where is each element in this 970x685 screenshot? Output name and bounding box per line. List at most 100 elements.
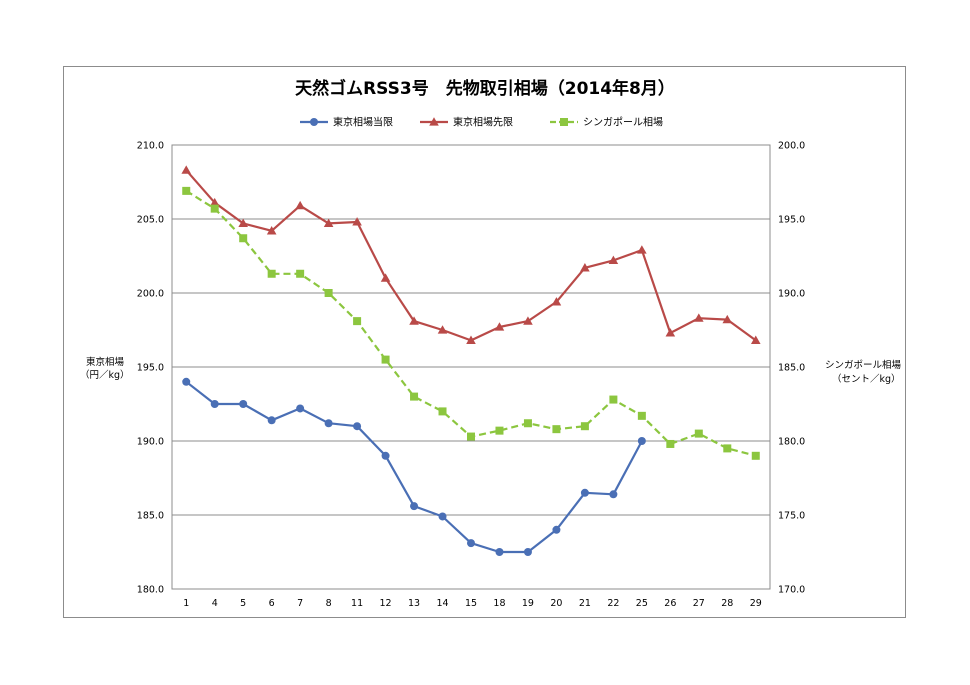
y-axis-left-ticks: 210.0 205.0 200.0 195.0 190.0 185.0 180.0 [137, 141, 164, 596]
legend-label: 東京相場当限 [333, 116, 393, 129]
x-tick-label: 15 [465, 598, 477, 609]
data-point [181, 165, 192, 174]
data-point [323, 218, 334, 228]
y-tick-left: 205.0 [137, 215, 164, 226]
data-point [495, 426, 504, 435]
x-tick-label: 29 [750, 598, 762, 609]
y-tick-right: 200.0 [778, 141, 805, 152]
data-point [552, 525, 561, 534]
data-point [523, 316, 533, 325]
y-tick-right: 190.0 [778, 289, 805, 300]
data-point [295, 200, 305, 210]
data-point [751, 451, 760, 460]
series-0 [182, 377, 646, 556]
y-tick-right: 180.0 [778, 437, 805, 448]
y-tick-right: 175.0 [778, 511, 805, 522]
data-point [429, 117, 439, 126]
data-point [324, 289, 333, 297]
y-tick-right: 185.0 [778, 363, 805, 374]
series-2 [182, 186, 760, 460]
series-line [185, 380, 643, 554]
data-point [551, 297, 562, 306]
series-1 [181, 165, 761, 344]
data-point [723, 444, 732, 453]
data-point [580, 263, 590, 272]
x-tick-label: 11 [351, 598, 363, 609]
data-point [560, 118, 568, 126]
data-point [523, 548, 532, 556]
data-point [352, 217, 362, 226]
x-tick-label: 13 [408, 598, 420, 609]
gridlines [172, 218, 770, 516]
data-point [666, 439, 675, 448]
data-point [182, 186, 191, 195]
series-line [185, 169, 757, 342]
x-tick-label: 22 [607, 598, 619, 609]
x-tick-label: 4 [212, 598, 218, 609]
data-point [750, 335, 761, 344]
data-point [310, 118, 318, 126]
data-point [182, 377, 191, 386]
plot-border [171, 144, 771, 590]
data-point [609, 490, 618, 499]
data-point [722, 314, 733, 324]
x-tick-label: 25 [636, 598, 648, 609]
data-point [637, 437, 646, 445]
data-point [637, 245, 647, 254]
legend-label: シンガポール相場 [583, 116, 663, 129]
data-point [353, 317, 362, 326]
y-tick-left: 180.0 [137, 585, 164, 596]
data-point [438, 512, 447, 521]
x-tick-label: 27 [693, 598, 705, 609]
x-tick-label: 8 [326, 598, 332, 609]
x-tick-label: 26 [664, 598, 676, 609]
legend: 東京相場当限 東京相場先限 シンガポール相場 [300, 116, 663, 129]
legend-label: 東京相場先限 [453, 116, 513, 129]
y-axis-left-title-line1: 東京相場 [86, 356, 125, 368]
data-point [580, 422, 589, 431]
data-point [267, 269, 276, 278]
data-point [238, 218, 248, 228]
x-tick-label: 18 [493, 598, 505, 609]
y-axis-right-ticks: 200.0 195.0 190.0 185.0 180.0 175.0 170.0 [778, 141, 805, 596]
data-point [495, 548, 504, 556]
y-tick-right: 170.0 [778, 585, 805, 596]
data-point [239, 400, 248, 408]
data-point [380, 273, 391, 282]
legend-item: 東京相場先限 [420, 116, 513, 129]
data-point [637, 411, 646, 420]
y-tick-left: 210.0 [137, 141, 164, 152]
data-point [523, 419, 532, 428]
legend-item: シンガポール相場 [550, 116, 663, 129]
chart-frame [63, 66, 906, 618]
x-tick-label: 5 [240, 598, 246, 609]
data-point [266, 226, 277, 235]
data-point [466, 335, 476, 344]
y-tick-left: 185.0 [137, 511, 164, 522]
y-tick-left: 190.0 [137, 437, 164, 448]
data-point [409, 316, 419, 325]
data-point [609, 395, 618, 404]
data-point [210, 400, 219, 408]
x-tick-label: 6 [269, 598, 275, 609]
y-tick-left: 200.0 [137, 289, 164, 300]
data-point [467, 432, 475, 441]
y-axis-right-title-line2: （セント／kg） [832, 373, 901, 385]
data-point [324, 419, 333, 428]
data-point [381, 451, 390, 460]
data-point [694, 429, 703, 438]
data-point [210, 204, 219, 213]
data-point [410, 502, 419, 511]
x-tick-label: 21 [579, 598, 591, 609]
data-point [494, 322, 505, 331]
y-tick-right: 195.0 [778, 215, 805, 226]
data-point [296, 269, 305, 278]
data-point [552, 425, 561, 434]
data-point [694, 313, 704, 322]
plot-area [171, 144, 771, 590]
chart-title: 天然ゴムRSS3号 先物取引相場（2014年8月） [295, 78, 675, 99]
x-tick-label: 28 [721, 598, 733, 609]
data-point [239, 234, 248, 243]
y-axis-right-title-line1: シンガポール相場 [825, 359, 902, 371]
